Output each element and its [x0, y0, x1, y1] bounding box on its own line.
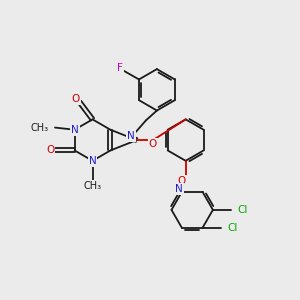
- Text: N: N: [89, 156, 96, 166]
- Text: O: O: [71, 94, 80, 104]
- Text: Cl: Cl: [237, 205, 248, 215]
- Text: CH₃: CH₃: [83, 182, 102, 191]
- Text: CH₃: CH₃: [31, 123, 49, 133]
- Text: N: N: [175, 184, 183, 194]
- Text: N: N: [127, 131, 135, 141]
- Text: F: F: [117, 63, 123, 73]
- Text: O: O: [178, 176, 186, 186]
- Text: O: O: [46, 146, 54, 155]
- Text: O: O: [149, 139, 157, 149]
- Text: Cl: Cl: [227, 223, 237, 233]
- Text: N: N: [71, 125, 79, 135]
